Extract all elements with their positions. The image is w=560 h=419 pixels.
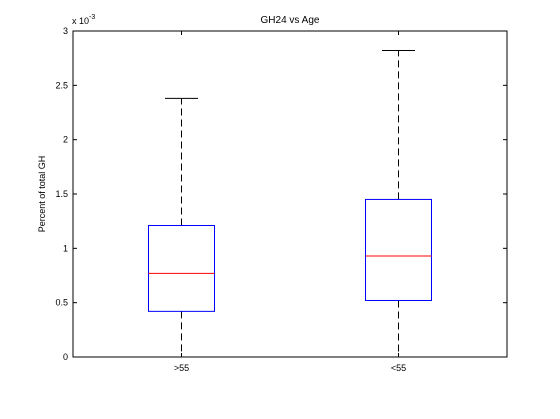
y-tick-label: 1.5 [55,189,68,199]
box-group [365,50,432,358]
y-axis-label: Percent of total GH [37,156,47,233]
chart-title: GH24 vs Age [261,15,320,26]
x-tick-label: >55 [174,363,189,373]
box-group [148,97,215,358]
x-tick-label: <55 [391,363,406,373]
y-exponent-power: -3 [89,14,95,21]
iqr-box [148,225,215,312]
iqr-box [365,198,432,301]
y-exponent-base: x 10 [72,16,89,26]
y-tick-label: 0.5 [55,298,68,308]
x-axis-ticks: >55 <55 [174,31,406,373]
y-tick-label: 2.5 [55,80,68,90]
y-axis-ticks: 0 0.5 1 1.5 2 2.5 3 [55,26,507,362]
svg-text:x 10-3: x 10-3 [72,14,95,26]
y-exponent-label: x 10-3 [72,14,95,26]
box-series [148,50,432,358]
y-tick-label: 1 [63,243,68,253]
y-tick-label: 0 [63,352,68,362]
plot-area [72,30,508,358]
y-tick-label: 3 [63,26,68,36]
y-tick-label: 2 [63,135,68,145]
